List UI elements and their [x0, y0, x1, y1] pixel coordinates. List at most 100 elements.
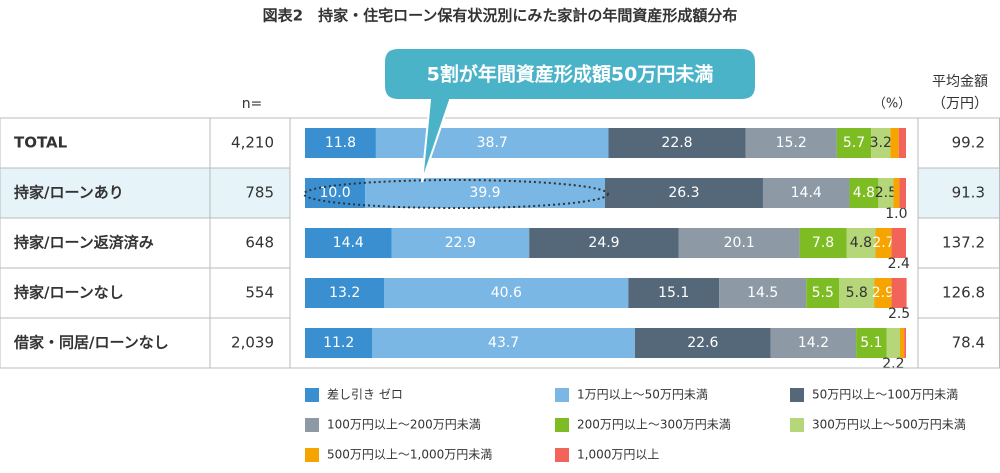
bar-segment [849, 178, 879, 208]
legend-label: 50万円以上～100万円未満 [812, 388, 958, 402]
bar-segment [891, 278, 907, 308]
callout-bubble [383, 47, 757, 183]
value-label: 26.3 [668, 185, 699, 201]
value-label: 14.5 [747, 285, 778, 301]
value-label: 38.7 [477, 135, 508, 151]
avg-header: （万円） [932, 96, 988, 112]
value-label: 11.2 [323, 335, 354, 351]
value-label: 14.2 [798, 335, 829, 351]
value-label: 22.6 [687, 335, 718, 351]
callout: 5割が年間資産形成額50万円未満 [303, 47, 757, 209]
bar-segment [678, 228, 800, 258]
legend-swatch [790, 418, 804, 432]
bar-segment [608, 128, 746, 158]
bar-segment [375, 128, 609, 158]
value-label: 2.7 [872, 235, 894, 251]
legend-label: 100万円以上～200万円未満 [327, 418, 481, 432]
legend-swatch [305, 388, 319, 402]
value-label: 4.8 [853, 185, 875, 201]
highlight-ellipse [303, 179, 609, 209]
value-label: 43.7 [488, 335, 519, 351]
n-header: n= [242, 96, 263, 112]
average-value: 99.2 [952, 134, 985, 152]
value-label: 5.8 [846, 285, 868, 301]
bar-segment [836, 128, 872, 158]
bar-segment [856, 328, 887, 358]
bar-segment [891, 228, 906, 258]
value-label: 2.4 [888, 256, 910, 272]
row-highlight [0, 168, 290, 218]
legend-label: 差し引き ゼロ [327, 388, 403, 402]
bar-segment [899, 328, 905, 358]
legend-swatch [555, 448, 569, 462]
value-label: 15.1 [658, 285, 689, 301]
bar-segment [875, 228, 892, 258]
bar-segment [372, 328, 635, 358]
bar-segment [634, 328, 771, 358]
value-label: 10.0 [319, 185, 350, 201]
bar-segment [604, 178, 763, 208]
value-label: 40.6 [491, 285, 522, 301]
bar-segment [384, 278, 629, 308]
legend-label: 1,000万円以上 [577, 448, 659, 462]
n-value: 4,210 [231, 134, 274, 152]
value-label: 14.4 [791, 185, 822, 201]
category-label: 持家/ローンあり [14, 184, 124, 202]
bar-segment [846, 228, 876, 258]
value-label: 5.1 [860, 335, 882, 351]
value-label: 2.5 [888, 306, 910, 322]
category-label: 持家/ローン返済済み [14, 234, 154, 252]
value-label: 13.2 [329, 285, 360, 301]
bar-segment [899, 178, 906, 208]
bar-segment [799, 228, 847, 258]
value-label: 7.8 [812, 235, 834, 251]
value-label: 15.2 [776, 135, 807, 151]
legend-swatch [790, 388, 804, 402]
category-label: TOTAL [14, 134, 68, 152]
bar-segment [890, 128, 899, 158]
bar-segment [871, 128, 891, 158]
value-label: 5.7 [843, 135, 865, 151]
bar-segment [529, 228, 679, 258]
bar-segment [886, 328, 900, 358]
n-value: 785 [245, 184, 274, 202]
legend-swatch [305, 418, 319, 432]
value-label: 2.5 [875, 185, 897, 201]
value-label: 22.9 [445, 235, 476, 251]
bar-segment [839, 278, 875, 308]
bar-segment [745, 128, 837, 158]
average-value: 137.2 [942, 234, 985, 252]
chart-title: 図表2 持家・住宅ローン保有状況別にみた家計の年間資産形成額分布 [263, 7, 738, 25]
bar-segment [898, 128, 906, 158]
n-value: 554 [245, 284, 274, 302]
average-value: 91.3 [952, 184, 985, 202]
legend-label: 500万円以上～1,000万円未満 [327, 448, 492, 462]
bar-segment [305, 328, 373, 358]
value-label: 24.9 [588, 235, 619, 251]
average-value: 78.4 [952, 334, 985, 352]
bar-segment [762, 178, 850, 208]
legend-label: 300万円以上～500万円未満 [812, 418, 966, 432]
value-label: 39.9 [469, 185, 500, 201]
avg-header: 平均金額 [932, 74, 988, 90]
value-label: 3.2 [870, 135, 892, 151]
row-highlight [918, 168, 1000, 218]
value-label: 20.1 [724, 235, 755, 251]
bar-segment [305, 128, 376, 158]
value-label: 2.2 [882, 356, 904, 372]
n-value: 648 [245, 234, 274, 252]
bar-segment [893, 178, 900, 208]
category-label: 持家/ローンなし [14, 284, 124, 302]
table: TOTAL 4,210 99.2 11.8 38.7 22.8 15.2 5.7 3.2 持家/ロ… [0, 117, 1000, 462]
value-label: 2.9 [872, 285, 894, 301]
bar-segment [305, 228, 392, 258]
bar-segment [770, 328, 857, 358]
category-label: 借家・同居/ローンなし [13, 334, 169, 352]
bar-segment [874, 278, 892, 308]
legend-swatch [555, 418, 569, 432]
bar-segment [904, 328, 906, 358]
value-label: 14.4 [333, 235, 364, 251]
callout-text: 5割が年間資産形成額50万円未満 [427, 63, 714, 86]
legend-label: 200万円以上～300万円未満 [577, 418, 731, 432]
